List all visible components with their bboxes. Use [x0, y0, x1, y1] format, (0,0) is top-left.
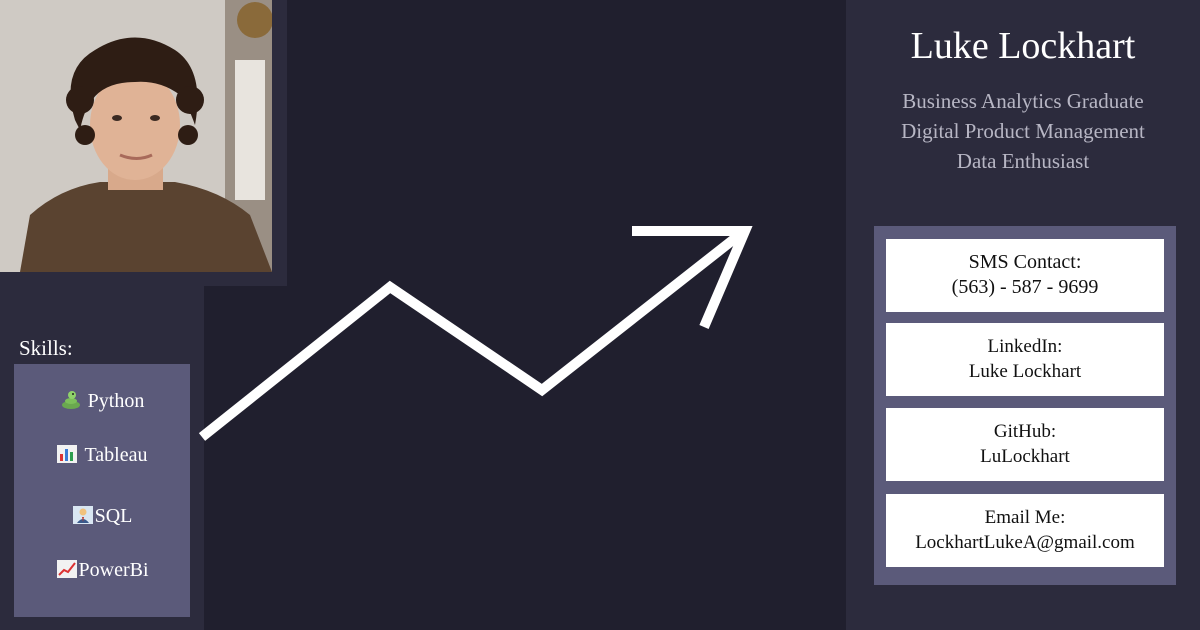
profile-photo: [0, 0, 272, 272]
skill-item-tableau: Tableau: [14, 444, 190, 467]
skill-item-python: Python: [14, 390, 190, 413]
info-panel: Luke Lockhart Business Analytics Graduat…: [846, 0, 1200, 630]
trend-arrow-graphic: [198, 226, 753, 441]
skill-label-tableau: Tableau: [84, 444, 148, 466]
arrow-head-icon: [632, 226, 753, 329]
bar-chart-icon: [56, 444, 78, 464]
contact-label-linkedin: LinkedIn:: [987, 336, 1063, 357]
contact-card-github[interactable]: GitHub: LuLockhart: [886, 408, 1164, 481]
contact-value-email: LockhartLukeA@gmail.com: [915, 532, 1135, 553]
contact-card-sms[interactable]: SMS Contact: (563) - 587 - 9699: [886, 239, 1164, 312]
contact-value-linkedin: Luke Lockhart: [968, 361, 1082, 382]
profile-name: Luke Lockhart: [910, 25, 1136, 67]
skills-panel: Skills: Python Tableau: [0, 286, 204, 630]
tagline-3: Data Enthusiast: [956, 149, 1090, 173]
skills-list: Python Tableau SQL: [14, 364, 190, 617]
contact-value-sms: (563) - 587 - 9699: [951, 276, 1099, 298]
tagline-1: Business Analytics Graduate: [902, 89, 1144, 113]
contact-value-github: LuLockhart: [980, 446, 1070, 467]
trending-up-chart-icon: [56, 559, 78, 579]
office-worker-icon: [72, 505, 94, 525]
contact-card-email[interactable]: Email Me: LockhartLukeA@gmail.com: [886, 494, 1164, 567]
tagline-2: Digital Product Management: [901, 119, 1145, 143]
skill-label-python: Python: [87, 390, 145, 412]
contact-list: SMS Contact: (563) - 587 - 9699 LinkedIn…: [874, 226, 1176, 585]
skills-heading: Skills:: [19, 336, 73, 360]
skill-item-sql: SQL: [14, 505, 190, 528]
profile-photo-frame: [0, 0, 287, 286]
skill-item-powerbi: PowerBi: [14, 559, 190, 582]
contact-label-email: Email Me:: [984, 507, 1066, 528]
contact-label-sms: SMS Contact:: [968, 251, 1082, 273]
contact-label-github: GitHub:: [993, 421, 1057, 442]
skill-label-powerbi: PowerBi: [78, 559, 149, 581]
contact-card-linkedin[interactable]: LinkedIn: Luke Lockhart: [886, 323, 1164, 396]
profile-photo-illustration: [0, 0, 272, 272]
snake-icon: [60, 390, 82, 410]
trend-line: [198, 228, 747, 441]
skill-label-sql: SQL: [94, 505, 133, 527]
